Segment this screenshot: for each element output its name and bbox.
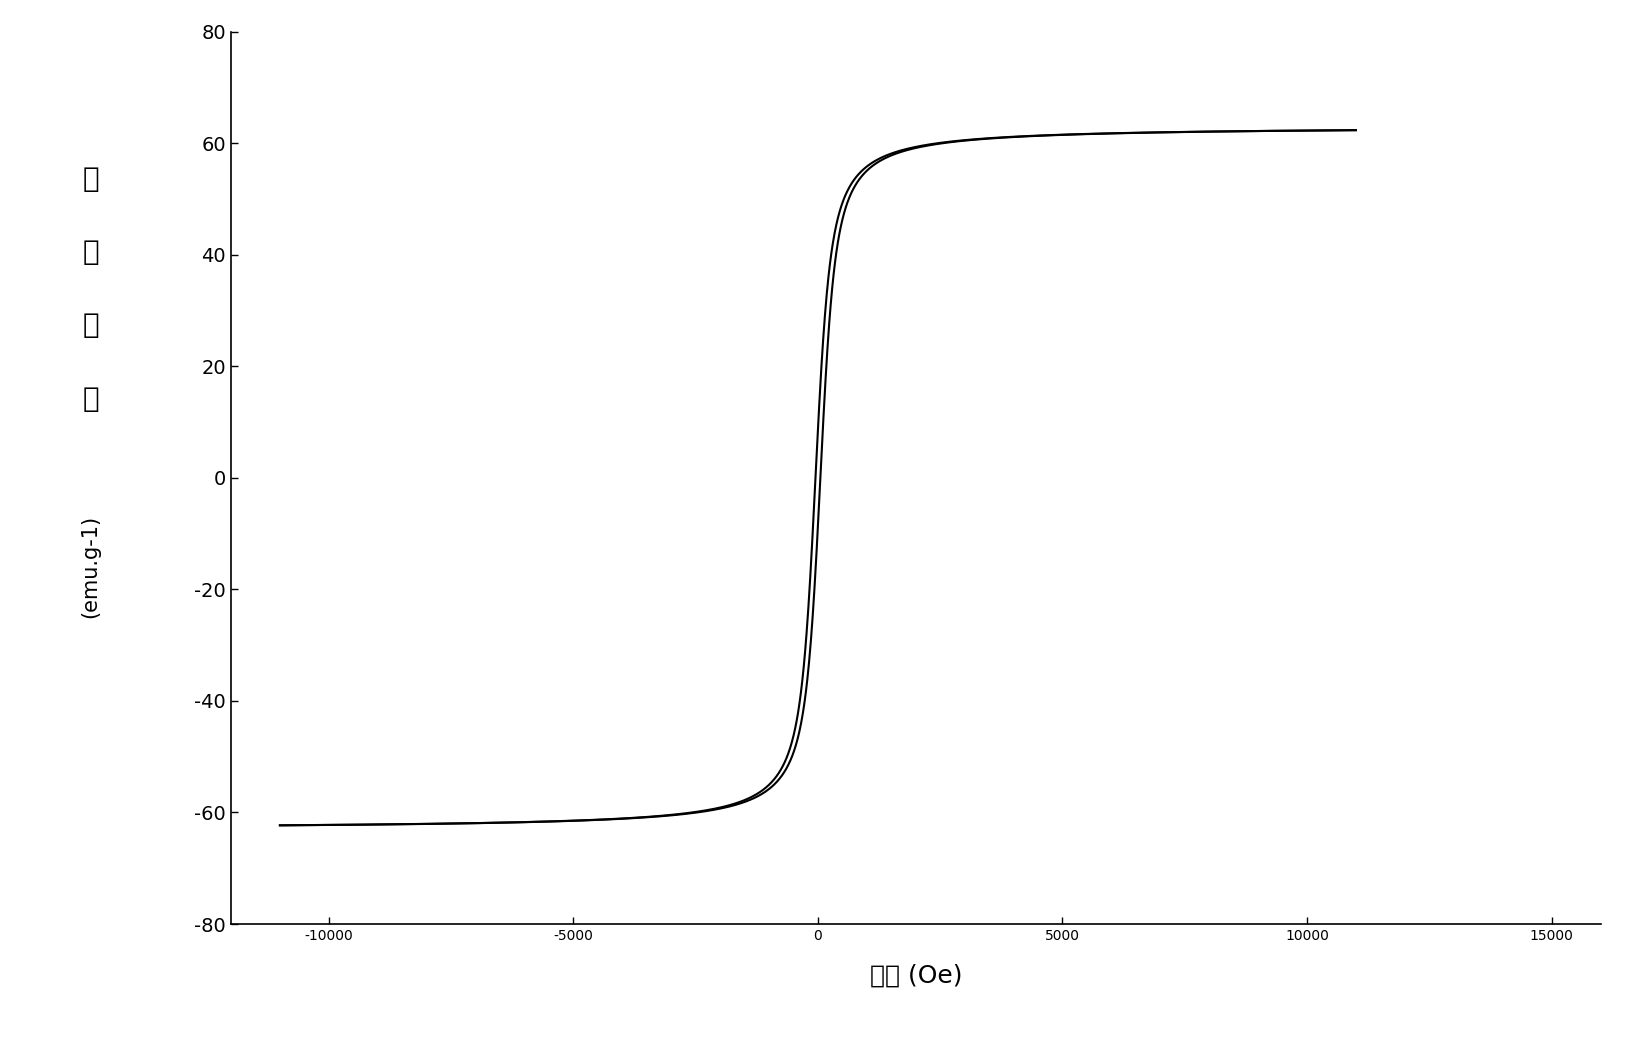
- X-axis label: 磁场 (Oe): 磁场 (Oe): [870, 964, 962, 988]
- Text: (emu.g-1): (emu.g-1): [81, 514, 101, 617]
- Text: 化: 化: [82, 238, 99, 266]
- Text: 磁: 磁: [82, 165, 99, 192]
- Text: 强: 强: [82, 312, 99, 339]
- Text: 度: 度: [82, 385, 99, 413]
